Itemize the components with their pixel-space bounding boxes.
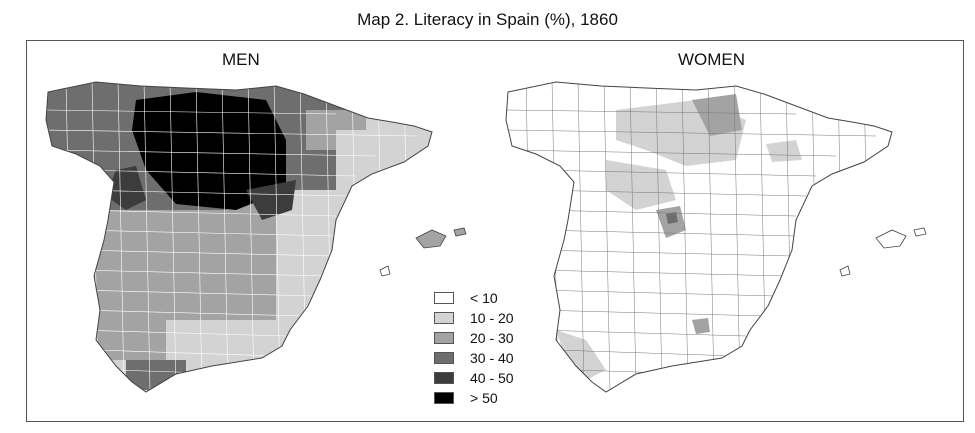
legend: < 10 10 - 20 20 - 30 30 - 40 40 - 50 > 5… (434, 288, 554, 408)
men-mainland-outline (45, 81, 433, 393)
legend-swatch (434, 392, 454, 404)
legend-swatch (434, 372, 454, 384)
women-mainland-outline (505, 81, 893, 393)
legend-item: 30 - 40 (434, 348, 554, 368)
women-literacy-map (505, 81, 927, 393)
women-panel-label: WOMEN (678, 50, 746, 69)
legend-swatch (434, 332, 454, 344)
legend-label: 40 - 50 (470, 370, 514, 386)
legend-item: < 10 (434, 288, 554, 308)
map-title: Map 2. Literacy in Spain (%), 1860 (357, 10, 618, 29)
map-frame (26, 40, 964, 422)
legend-swatch (434, 352, 454, 364)
legend-item: 20 - 30 (434, 328, 554, 348)
legend-swatch (434, 292, 454, 304)
legend-label: 10 - 20 (470, 310, 514, 326)
men-mallorca (415, 229, 447, 249)
legend-label: < 10 (470, 290, 498, 306)
women-mallorca (875, 229, 907, 249)
women-ibiza (839, 265, 851, 277)
legend-label: 20 - 30 (470, 330, 514, 346)
legend-label: 30 - 40 (470, 350, 514, 366)
legend-swatch (434, 312, 454, 324)
legend-item: 10 - 20 (434, 308, 554, 328)
men-literacy-map (45, 81, 467, 393)
men-menorca (453, 227, 467, 237)
legend-item: 40 - 50 (434, 368, 554, 388)
men-panel-label: MEN (222, 50, 260, 69)
legend-item: > 50 (434, 388, 554, 408)
women-menorca (913, 227, 927, 237)
legend-label: > 50 (470, 390, 498, 406)
men-ibiza (379, 265, 391, 277)
